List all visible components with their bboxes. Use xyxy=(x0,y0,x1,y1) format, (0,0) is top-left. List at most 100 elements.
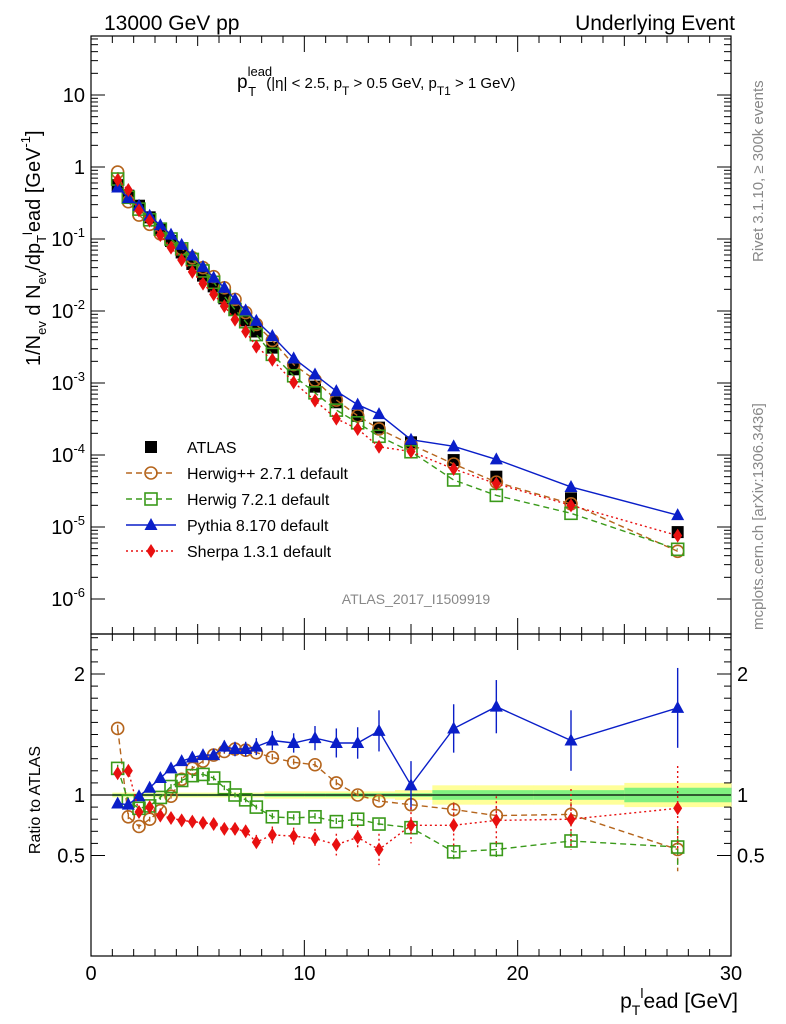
ratio-point xyxy=(198,815,208,830)
ratio-point xyxy=(175,754,189,767)
title-sub3: T1 xyxy=(437,84,451,98)
data-point xyxy=(207,270,221,283)
ratio-point xyxy=(329,735,343,748)
ratio-point xyxy=(265,750,280,765)
main-y-tick-label: 10-5 xyxy=(51,513,85,539)
data-point xyxy=(198,276,208,291)
ratio-point xyxy=(566,812,576,827)
analysis-label: ATLAS_2017_I1509919 xyxy=(342,591,491,607)
ratio-point xyxy=(351,735,365,748)
ratio-point xyxy=(372,817,386,831)
ratio-series-pythia xyxy=(111,667,685,810)
data-point xyxy=(329,384,343,397)
data-point xyxy=(185,248,199,261)
data-point xyxy=(175,237,189,250)
ratio-y-tick-label: 2 xyxy=(74,664,85,686)
data-point xyxy=(155,228,165,243)
ratio-point xyxy=(310,831,320,846)
legend-marker xyxy=(146,544,156,558)
legend-marker xyxy=(144,492,158,506)
ratio-series-herwig xyxy=(110,761,685,866)
data-point xyxy=(145,213,155,228)
ratio-point xyxy=(353,830,363,845)
ratio-point xyxy=(219,821,229,836)
title-sub: T xyxy=(248,84,256,99)
ratio-y-tick-label-right: 1 xyxy=(737,785,748,807)
ratio-point xyxy=(164,789,178,804)
ratio-y-tick-label: 0.5 xyxy=(57,846,85,868)
ratio-point xyxy=(123,763,133,778)
data-point xyxy=(113,172,123,187)
data-point xyxy=(331,411,341,426)
data-point xyxy=(196,259,210,272)
data-point xyxy=(404,432,418,445)
title-rest2: > 0.5 GeV, p xyxy=(349,75,436,92)
ratio-point xyxy=(251,835,261,850)
plot-title: plead T (|η| < 2.5, pT > 0.5 GeV, pT1 > 1… xyxy=(237,64,515,99)
ratio-point xyxy=(406,818,416,833)
ratio-point xyxy=(207,748,221,761)
ratio-point xyxy=(286,811,301,825)
ratio-plot-panel: 0.5 0.51 12 20 10 20 30 Ratio to ATLAS pTlead … xyxy=(27,633,765,1018)
data-point xyxy=(267,352,277,367)
x-tick-label: 30 xyxy=(720,963,742,985)
ratio-point xyxy=(217,780,232,795)
ratio-point xyxy=(372,723,386,736)
ratio-point xyxy=(111,796,125,809)
ratio-point xyxy=(132,789,146,802)
main-y-label: 1/Nev d Nev/dpTlead [GeV-1] xyxy=(18,130,49,366)
ratio-point xyxy=(289,829,299,844)
data-point xyxy=(218,292,231,305)
ratio-point xyxy=(166,810,176,825)
data-point xyxy=(187,264,197,279)
ratio-point xyxy=(241,824,251,839)
ratio-point xyxy=(110,721,125,736)
x-axis-label: pTlead [GeV] xyxy=(620,985,738,1018)
ratio-point xyxy=(174,773,189,788)
ratio-point xyxy=(449,818,459,833)
mcplots-label: mcplots.cern.ch [arXiv:1306.3436] xyxy=(750,403,767,630)
ratio-series-line xyxy=(117,769,678,851)
x-tick-label: 20 xyxy=(507,963,529,985)
ratio-point xyxy=(228,788,242,802)
main-y-tick-label: 10-2 xyxy=(51,297,85,323)
ratio-point xyxy=(374,842,384,857)
data-point xyxy=(228,292,242,305)
ratio-point xyxy=(249,739,263,752)
data-point xyxy=(287,351,301,364)
ratio-point xyxy=(153,771,167,784)
ratio-point xyxy=(121,797,135,810)
data-point xyxy=(265,328,279,341)
data-point xyxy=(209,287,219,302)
main-y-tick-label: 10-1 xyxy=(51,225,85,251)
ratio-point xyxy=(217,739,231,752)
ratio-point xyxy=(286,755,301,770)
data-point xyxy=(372,422,386,436)
data-point xyxy=(207,280,220,293)
data-point xyxy=(134,203,144,218)
data-point xyxy=(566,498,576,513)
ratio-point xyxy=(491,813,501,828)
ratio-point xyxy=(209,817,219,832)
ratio-point xyxy=(206,771,221,785)
data-point xyxy=(372,407,386,420)
ratio-series-sherpa xyxy=(113,763,683,866)
data-point xyxy=(250,325,263,338)
x-tick-label: 10 xyxy=(293,963,315,985)
ratio-y-label: Ratio to ATLAS xyxy=(27,746,44,854)
main-series-group xyxy=(110,165,685,559)
data-point xyxy=(166,240,176,255)
main-y-axis: 10-6 10-5 10-4 10-3 10-2 10-1 1 10 xyxy=(51,36,732,634)
data-point xyxy=(351,397,365,410)
title-rest: (|η| < 2.5, p xyxy=(262,75,342,92)
main-y-tick-label: 10-3 xyxy=(51,369,85,395)
ratio-point xyxy=(287,735,301,748)
title-rest3: > 1 GeV) xyxy=(451,75,516,92)
legend: ATLAS Herwig++ 2.7.1 default Herwig 7.2.1 … xyxy=(126,440,349,561)
ratio-point xyxy=(187,814,197,829)
data-point xyxy=(217,280,231,293)
ratio-point xyxy=(249,800,264,814)
legend-marker xyxy=(144,466,158,480)
legend-label: Herwig++ 2.7.1 default xyxy=(187,466,349,483)
data-point xyxy=(308,367,322,380)
